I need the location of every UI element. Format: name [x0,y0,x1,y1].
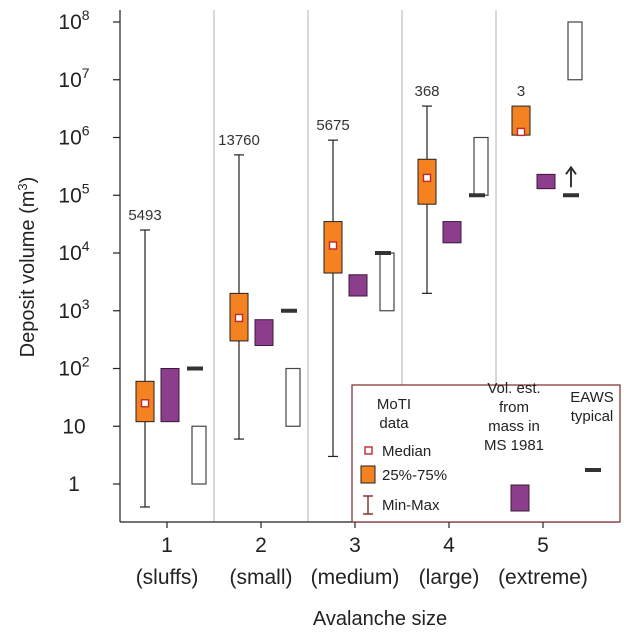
y-tick-base: 10 [58,11,81,34]
moti-count-label: 13760 [218,132,260,149]
y-axis-title: Deposit volume (m3) [15,177,40,358]
y-tick-label: 107 [58,65,89,92]
ms1981-box [160,368,180,423]
eaws-range-box [567,21,583,81]
x-tick-label-name: (large) [419,566,480,589]
x-tick-label-size: 3 [349,534,361,557]
y-tick-exponent: 8 [82,7,90,23]
y-tick-label: 10 [62,415,85,438]
eaws-range-box [473,136,489,196]
y-tick-exponent: 6 [82,123,90,139]
eaws-range-box [285,367,301,427]
y-tick-label: 106 [58,123,89,150]
moti-median-marker [234,313,244,323]
y-tick-label: 102 [58,354,89,381]
y-tick-base: 10 [58,358,81,381]
y-tick-base: 10 [58,69,81,92]
moti-median-marker [328,241,338,250]
moti-median-marker [422,173,432,183]
x-tick-label-name: (extreme) [498,566,588,589]
y-tick-base: 10 [62,415,85,438]
x-tick-label-name: (small) [230,566,293,589]
eaws-arrow-head [565,165,577,175]
x-tick-label-size: 5 [537,534,549,557]
y-tick-base: 1 [68,473,80,496]
x-axis-title: Avalanche size [313,608,447,630]
x-tick-label-size: 1 [161,534,173,557]
y-tick-base: 10 [58,300,81,323]
ms1981-box [348,274,368,297]
y-tick-label: 105 [58,180,89,207]
legend-eaws-title: EAWS [570,389,614,406]
legend-iqr-swatch [360,465,376,484]
legend-median-label: Median [382,443,431,460]
ms1981-box [254,319,274,347]
moti-count-label: 5493 [128,207,161,224]
moti-median-marker [516,127,526,137]
ms1981-box [442,221,462,244]
y-tick-base: 10 [58,242,81,265]
eaws-range-box [191,425,207,485]
y-tick-label: 103 [58,296,89,323]
legend-moti-title: MoTI [377,396,411,413]
y-tick-label: 104 [58,238,89,265]
y-axis-title-close: ) [17,177,39,184]
legend-ms-title: Vol. est. [487,380,540,397]
y-tick-exponent: 7 [82,65,90,81]
legend-moti-title: data [379,415,409,432]
legend-box [351,384,621,523]
y-tick-exponent: 5 [82,180,90,196]
data-marks: 5493 13760 5675 368 3 [128,21,583,508]
moti-count-label: 368 [414,83,439,100]
x-tick-label-name: (medium) [311,566,400,589]
legend-minmax-label: Min-Max [382,497,440,514]
y-tick-exponent: 2 [82,354,90,370]
x-tick-label-name: (sluffs) [136,566,199,589]
legend-ms-title: mass in [488,418,540,435]
y-axis-title-exp: 3 [15,183,30,190]
y-tick-base: 10 [58,127,81,150]
moti-count-label: 3 [517,83,525,100]
y-axis-title-main: Deposit volume (m [17,191,39,358]
y-tick-label: 108 [58,7,89,34]
axes: 1101021031041051061071081(sluffs)2(small… [58,7,618,589]
legend-median-swatch [364,446,373,455]
y-tick-exponent: 3 [82,296,90,312]
y-tick-base: 10 [58,184,81,207]
moti-count-label: 5675 [316,117,349,134]
y-tick-label: 1 [68,473,80,496]
ms1981-box [536,173,556,190]
x-tick-label-size: 4 [443,534,455,557]
legend-ms-title: MS 1981 [484,437,544,454]
legend: MoTI data Median 25%-75% Min-Max Vol. est. fro… [351,380,621,523]
x-tick-label-size: 2 [255,534,267,557]
legend-ms-title: from [499,399,529,416]
y-tick-exponent: 4 [82,238,90,254]
moti-median-marker [140,399,150,408]
eaws-range-box [379,252,395,312]
legend-iqr-label: 25%-75% [382,467,447,484]
legend-eaws-title: typical [571,408,614,425]
legend-ms-swatch [510,484,530,512]
